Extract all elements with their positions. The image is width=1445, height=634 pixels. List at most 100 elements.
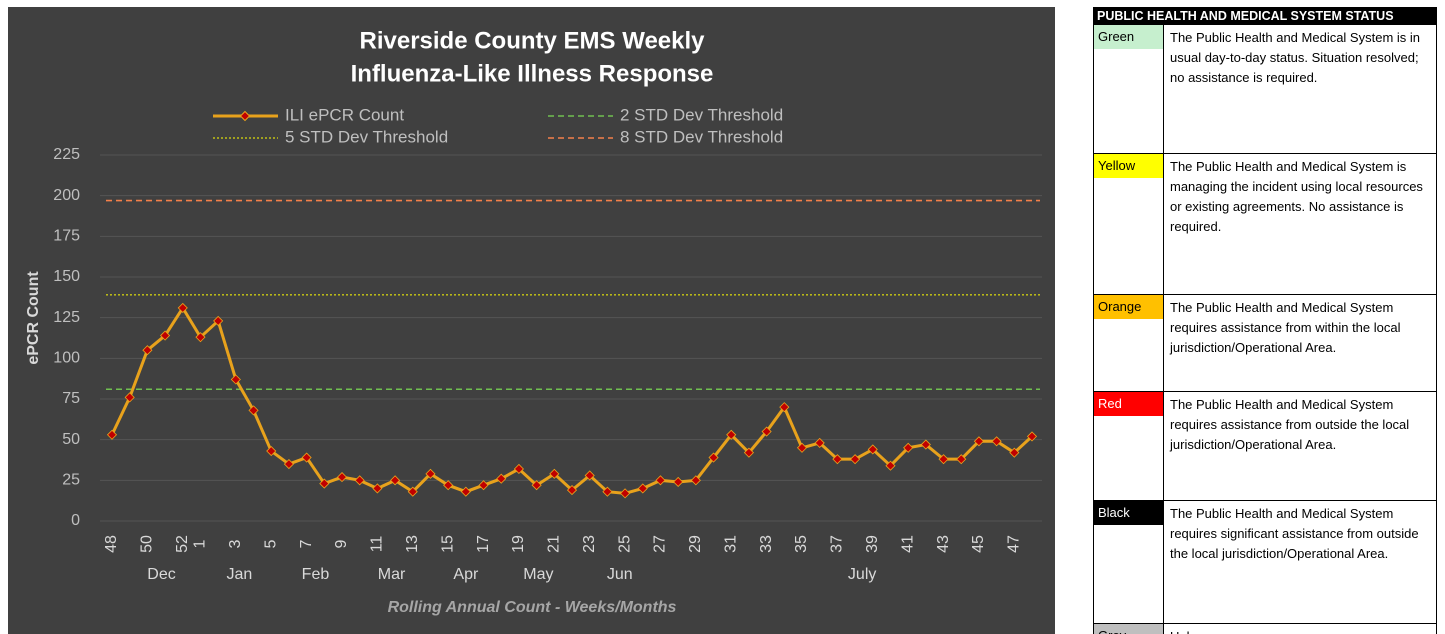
x-tick-label: 21	[546, 535, 563, 553]
data-point	[885, 460, 896, 471]
data-point	[832, 454, 843, 465]
level-label: Grey	[1094, 624, 1163, 634]
x-tick-label: 5	[262, 539, 279, 548]
y-tick-label: 200	[53, 187, 80, 204]
y-tick-label: 100	[53, 350, 80, 367]
x-tick-label: 7	[298, 539, 315, 548]
data-point	[1026, 431, 1038, 442]
x-tick-label: 1	[192, 539, 209, 548]
table-row: Black The Public Health and Medical Syste…	[1094, 500, 1436, 623]
data-point	[973, 436, 984, 447]
data-point	[283, 459, 294, 470]
x-tick-label: 19	[510, 535, 527, 553]
data-point	[407, 486, 418, 497]
x-tick-label: 17	[475, 535, 492, 553]
x-tick-label: 27	[652, 535, 669, 553]
x-tick-label: 43	[935, 535, 952, 553]
table-row: Orange The Public Health and Medical Syst…	[1094, 294, 1436, 391]
data-point	[106, 429, 118, 440]
data-point	[266, 445, 277, 457]
month-label: Apr	[453, 566, 479, 583]
data-point	[195, 332, 206, 343]
chart-background	[8, 7, 1055, 634]
level-description: Unknown	[1164, 624, 1436, 634]
month-label: Jan	[226, 566, 252, 583]
x-tick-label: 13	[404, 535, 421, 553]
data-point	[903, 442, 914, 453]
level-cell: Black	[1094, 501, 1164, 623]
data-point	[655, 475, 666, 486]
x-tick-label: 52	[174, 535, 191, 553]
status-table: PUBLIC HEALTH AND MEDICAL SYSTEM STATUS …	[1093, 7, 1437, 634]
data-point	[779, 402, 790, 413]
data-point	[867, 444, 878, 455]
level-description: The Public Health and Medical System is …	[1170, 159, 1423, 234]
x-tick-label: 25	[616, 535, 633, 553]
table-title: PUBLIC HEALTH AND MEDICAL SYSTEM STATUS	[1094, 8, 1436, 24]
level-label: Orange	[1094, 295, 1163, 319]
data-point	[566, 485, 578, 496]
level-description: The Public Health and Medical System is …	[1170, 30, 1421, 85]
chart-title: Riverside County EMS Weekly	[360, 27, 706, 54]
x-tick-label: 3	[227, 539, 244, 548]
level-description: The Public Health and Medical System req…	[1170, 506, 1419, 561]
x-tick-label: 29	[687, 535, 704, 553]
data-point	[956, 454, 967, 465]
data-point	[991, 436, 1002, 447]
data-point	[584, 470, 595, 481]
month-label: May	[523, 566, 553, 583]
data-point	[708, 452, 719, 463]
x-tick-label: 47	[1006, 535, 1023, 553]
data-point	[372, 483, 383, 494]
data-point	[496, 473, 507, 484]
month-label: Jun	[607, 566, 633, 583]
chart: Riverside County EMS Weekly Influenza-Li…	[8, 7, 1055, 634]
data-point	[1009, 447, 1020, 458]
y-tick-label: 175	[53, 228, 80, 245]
x-tick-label: 50	[139, 535, 156, 553]
level-cell: Orange	[1094, 295, 1164, 391]
data-point	[796, 442, 808, 453]
table-row: Red The Public Health and Medical System …	[1094, 391, 1436, 500]
y-tick-label: 25	[62, 472, 80, 489]
data-point	[549, 468, 560, 479]
legend-marker	[239, 110, 251, 122]
data-point	[850, 454, 861, 465]
x-tick-label: 39	[864, 535, 881, 553]
level-cell: Grey	[1094, 624, 1164, 634]
legend-label: ILI ePCR Count	[285, 105, 404, 124]
data-point	[690, 475, 701, 486]
data-point	[230, 374, 241, 385]
data-point	[743, 447, 754, 458]
x-tick-label: 37	[829, 535, 846, 553]
data-point	[726, 429, 737, 440]
level-description: The Public Health and Medical System req…	[1170, 397, 1410, 452]
y-tick-label: 75	[62, 390, 80, 407]
x-tick-label: 33	[758, 535, 775, 553]
chart-subtitle: Influenza-Like Illness Response	[351, 60, 714, 87]
level-cell: Red	[1094, 392, 1164, 500]
data-point	[336, 472, 348, 483]
data-point	[177, 302, 188, 313]
table-row: Green The Public Health and Medical Syste…	[1094, 24, 1436, 153]
data-point	[160, 330, 171, 341]
data-point	[354, 475, 365, 486]
data-point	[920, 439, 931, 450]
x-tick-label: 35	[793, 535, 810, 553]
data-point	[390, 475, 401, 486]
level-cell: Green	[1094, 25, 1164, 153]
level-label: Red	[1094, 392, 1163, 416]
level-description: The Public Health and Medical System req…	[1170, 300, 1401, 355]
data-point	[814, 437, 825, 448]
data-point	[513, 463, 524, 475]
data-point	[213, 315, 224, 326]
y-axis-title: ePCR Count	[25, 271, 42, 365]
data-point	[938, 454, 949, 465]
legend-label: 2 STD Dev Threshold	[620, 105, 783, 124]
level-label: Yellow	[1094, 154, 1163, 178]
x-tick-label: 11	[369, 536, 386, 553]
month-label: July	[848, 566, 876, 583]
y-tick-label: 225	[53, 146, 80, 163]
y-tick-label: 150	[53, 268, 80, 285]
